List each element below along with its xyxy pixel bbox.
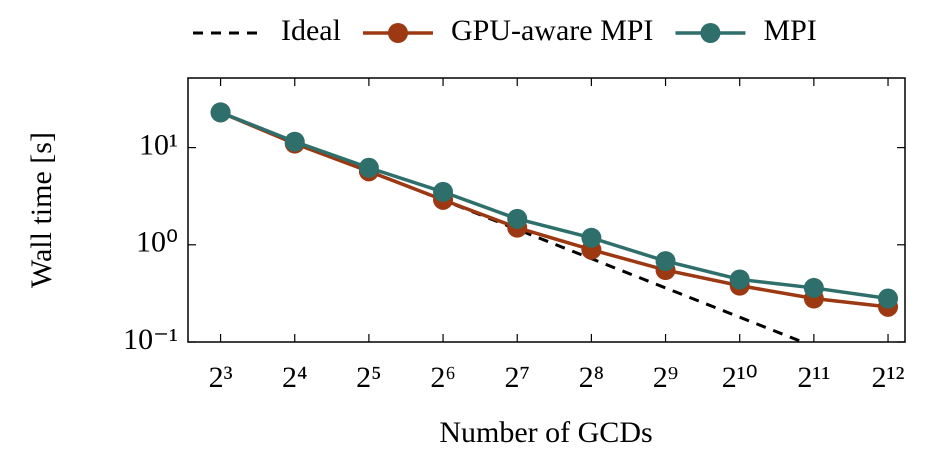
legend-label: Ideal <box>281 14 341 47</box>
x-tick-label: 2⁵ <box>356 361 381 394</box>
x-tick-label: 2⁷ <box>504 361 529 394</box>
data-point <box>655 251 676 272</box>
y-tick-label: 10¹ <box>139 128 178 161</box>
y-tick-label: 10⁻¹ <box>123 323 178 356</box>
series-line <box>220 111 807 342</box>
data-point <box>729 269 750 290</box>
x-tick-label: 2⁶ <box>430 361 455 394</box>
y-axis-label: Wall time [s] <box>25 132 58 288</box>
data-point <box>284 131 305 152</box>
legend: Ideal GPU-aware MPI MPI <box>193 14 817 47</box>
data-point <box>507 208 528 229</box>
x-tick-label: 2¹⁰ <box>722 361 758 394</box>
plot-area <box>210 102 899 342</box>
data-point <box>878 288 899 309</box>
x-tick-label: 2⁴ <box>282 361 307 394</box>
legend-marker <box>387 23 408 43</box>
x-tick-label: 2¹² <box>872 361 905 394</box>
x-tick-label: 2³ <box>209 361 233 394</box>
x-tick-label: 2⁹ <box>653 361 678 394</box>
series-line <box>219 110 889 309</box>
series-line <box>219 110 889 301</box>
legend-label: MPI <box>763 14 816 47</box>
data-point <box>433 181 454 202</box>
plot-frame <box>187 77 906 343</box>
data-point <box>358 157 379 178</box>
data-point <box>210 102 231 123</box>
legend-label: GPU-aware MPI <box>451 14 653 47</box>
legend-marker <box>700 23 721 43</box>
x-axis-label: Number of GCDs <box>439 416 652 449</box>
data-point <box>581 227 602 248</box>
data-point <box>803 277 824 298</box>
x-tick-label: 2⁸ <box>579 361 604 394</box>
x-tick-label: 2¹¹ <box>797 361 830 394</box>
y-tick-label: 10⁰ <box>136 226 178 259</box>
